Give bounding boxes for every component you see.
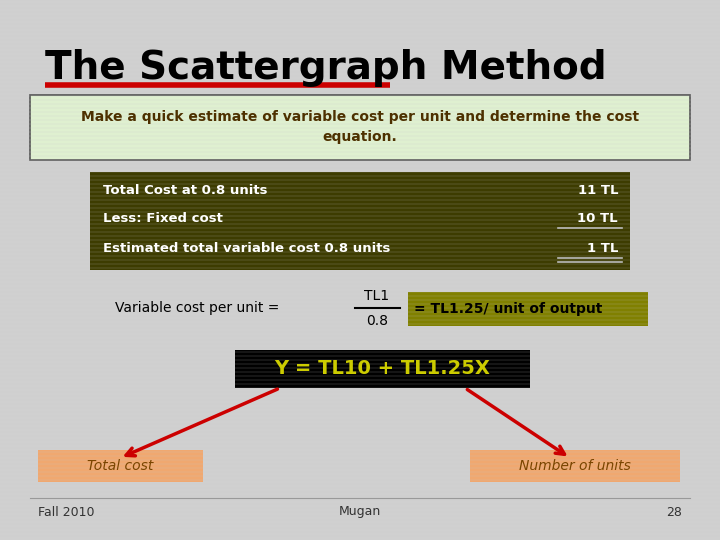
Text: Less: Fixed cost: Less: Fixed cost xyxy=(103,212,223,225)
Text: Number of units: Number of units xyxy=(519,459,631,473)
Text: Total cost: Total cost xyxy=(87,459,153,473)
Text: Mugan: Mugan xyxy=(339,505,381,518)
Text: 11 TL: 11 TL xyxy=(577,184,618,197)
FancyBboxPatch shape xyxy=(90,172,630,270)
Text: Y = TL10 + TL1.25X: Y = TL10 + TL1.25X xyxy=(274,360,490,379)
FancyBboxPatch shape xyxy=(30,95,690,160)
FancyBboxPatch shape xyxy=(408,292,648,326)
Text: Make a quick estimate of variable cost per unit and determine the cost
equation.: Make a quick estimate of variable cost p… xyxy=(81,110,639,144)
Text: 10 TL: 10 TL xyxy=(577,212,618,225)
Text: Estimated total variable cost 0.8 units: Estimated total variable cost 0.8 units xyxy=(103,241,390,254)
Text: 28: 28 xyxy=(666,505,682,518)
FancyBboxPatch shape xyxy=(235,350,530,388)
Text: TL1: TL1 xyxy=(364,289,390,303)
Text: = TL1.25/ unit of output: = TL1.25/ unit of output xyxy=(414,302,603,316)
Text: The Scattergraph Method: The Scattergraph Method xyxy=(45,49,607,87)
Text: Variable cost per unit =: Variable cost per unit = xyxy=(115,301,284,315)
FancyBboxPatch shape xyxy=(38,450,203,482)
Text: 1 TL: 1 TL xyxy=(587,241,618,254)
Text: Total Cost at 0.8 units: Total Cost at 0.8 units xyxy=(103,184,268,197)
FancyBboxPatch shape xyxy=(470,450,680,482)
Text: Fall 2010: Fall 2010 xyxy=(38,505,94,518)
Text: 0.8: 0.8 xyxy=(366,314,388,328)
